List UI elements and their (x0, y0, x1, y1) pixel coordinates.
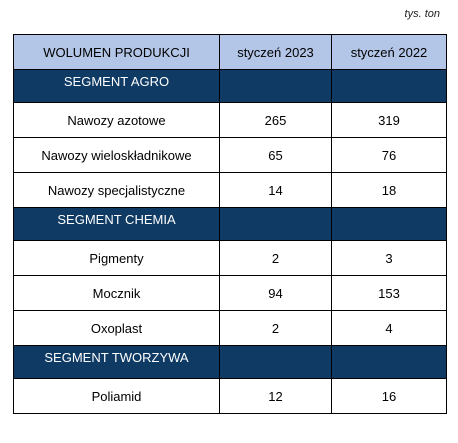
row-value-2022: 76 (331, 137, 447, 173)
table-row: Oxoplast 2 4 (13, 310, 447, 346)
row-value-2022: 153 (331, 275, 447, 311)
row-value-2023: 12 (219, 378, 332, 414)
header-col-2023: styczeń 2023 (219, 34, 332, 70)
table-header-row: WOLUMEN PRODUKCJI styczeń 2023 styczeń 2… (13, 34, 447, 70)
header-label: WOLUMEN PRODUKCJI (13, 34, 220, 70)
header-col-2022: styczeń 2022 (331, 34, 447, 70)
row-label: Nawozy wieloskładnikowe (13, 137, 220, 173)
row-label: Nawozy specjalistyczne (13, 172, 220, 208)
segment-row-chemia: SEGMENT CHEMIA (13, 207, 447, 241)
row-label: Mocznik (13, 275, 220, 311)
segment-name: SEGMENT CHEMIA (13, 207, 220, 241)
row-label: Nawozy azotowe (13, 102, 220, 138)
row-value-2022: 319 (331, 102, 447, 138)
unit-note: tys. ton (404, 8, 440, 20)
table-row: Nawozy specjalistyczne 14 18 (13, 172, 447, 208)
row-value-2023: 14 (219, 172, 332, 208)
table-row: Mocznik 94 153 (13, 275, 447, 311)
row-label: Pigmenty (13, 240, 220, 276)
row-value-2022: 18 (331, 172, 447, 208)
table-row: Poliamid 12 16 (13, 378, 447, 414)
row-value-2023: 94 (219, 275, 332, 311)
production-volume-table: WOLUMEN PRODUKCJI styczeń 2023 styczeń 2… (13, 34, 447, 414)
segment-name: SEGMENT TWORZYWA (13, 345, 220, 379)
row-value-2023: 2 (219, 240, 332, 276)
row-value-2022: 16 (331, 378, 447, 414)
row-label: Poliamid (13, 378, 220, 414)
segment-row-agro: SEGMENT AGRO (13, 69, 447, 103)
row-value-2023: 65 (219, 137, 332, 173)
segment-name: SEGMENT AGRO (13, 69, 220, 103)
table-row: Pigmenty 2 3 (13, 240, 447, 276)
row-value-2023: 265 (219, 102, 332, 138)
row-value-2022: 3 (331, 240, 447, 276)
row-value-2022: 4 (331, 310, 447, 346)
segment-row-tworzywa: SEGMENT TWORZYWA (13, 345, 447, 379)
table-row: Nawozy wieloskładnikowe 65 76 (13, 137, 447, 173)
row-value-2023: 2 (219, 310, 332, 346)
row-label: Oxoplast (13, 310, 220, 346)
table-row: Nawozy azotowe 265 319 (13, 102, 447, 138)
